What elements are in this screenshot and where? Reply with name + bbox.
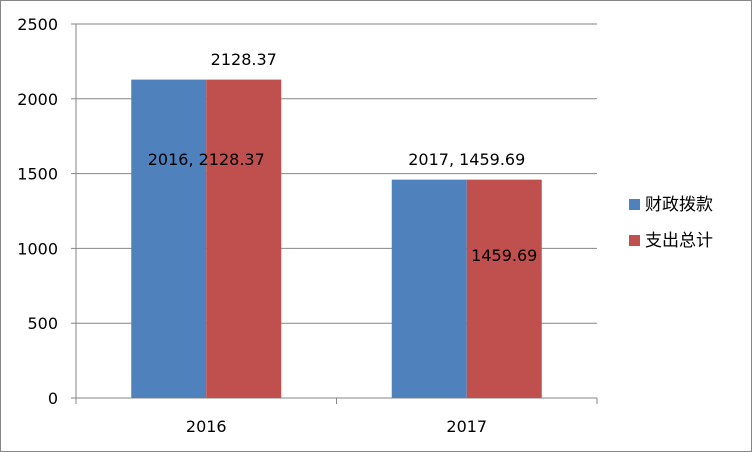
y-tick-label-500: 500 <box>27 314 58 333</box>
y-tick-label-1500: 1500 <box>17 165 58 184</box>
y-tick-label-0: 0 <box>48 389 58 408</box>
data-label-2016-s1: 2016, 2128.37 <box>148 150 265 169</box>
y-tick-label-2000: 2000 <box>17 90 58 109</box>
bar-series2-2017 <box>466 179 542 398</box>
y-tick-label-1000: 1000 <box>17 239 58 258</box>
legend-swatch-1 <box>629 199 640 210</box>
x-tick-label-2017: 2017 <box>446 417 487 436</box>
data-label-2017-s1: 2017, 1459.69 <box>408 150 525 169</box>
data-label-2017-s2: 1459.69 <box>471 246 537 265</box>
y-tick-label-2500: 2500 <box>17 15 58 34</box>
legend-label-1: 财政拨款 <box>645 195 713 215</box>
bar-series1-2016 <box>131 79 207 398</box>
data-label-2016-s2: 2128.37 <box>211 50 277 69</box>
legend-swatch-2 <box>629 235 640 246</box>
legend-label-2: 支出总计 <box>645 231 713 251</box>
bar-series2-2016 <box>206 79 282 398</box>
bar-series1-2017 <box>391 179 467 398</box>
x-tick-label-2016: 2016 <box>186 417 227 436</box>
